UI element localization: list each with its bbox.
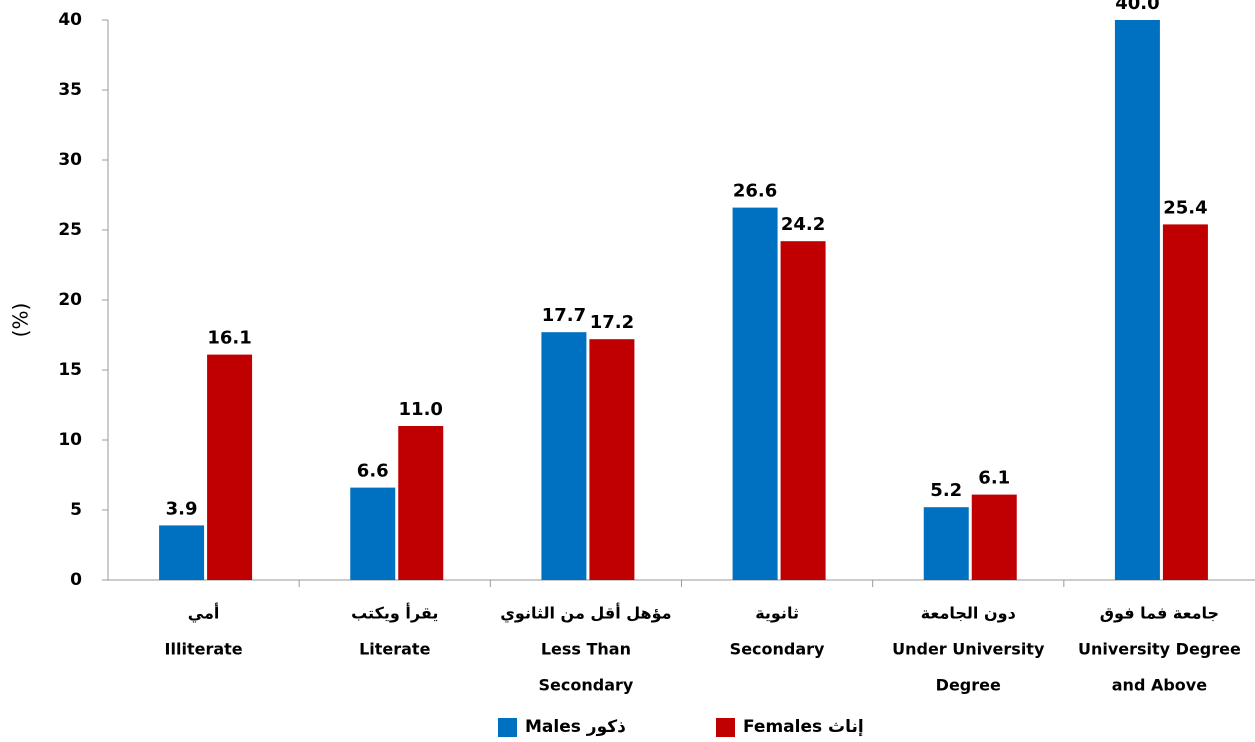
x-tick-label: Degree — [936, 676, 1001, 695]
data-label: 16.1 — [207, 328, 251, 349]
y-tick-label: 25 — [58, 220, 82, 240]
data-label: 11.0 — [399, 399, 443, 420]
bar — [350, 487, 396, 580]
data-label: 17.2 — [590, 312, 634, 333]
y-tick-label: 10 — [58, 430, 82, 450]
x-tick-label: مؤهل أقل من الثانوي — [500, 603, 671, 624]
bar — [780, 241, 826, 580]
y-tick-label: 35 — [58, 80, 82, 100]
x-tick-label: Under University — [892, 640, 1045, 659]
y-tick-label: 15 — [58, 360, 82, 380]
x-tick-label: جامعة فما فوق — [1100, 604, 1219, 623]
legend-swatch — [498, 718, 517, 737]
y-tick-label: 40 — [58, 10, 82, 30]
bar — [1162, 224, 1208, 580]
y-tick-label: 20 — [58, 290, 82, 310]
bar — [541, 332, 587, 580]
y-tick-label: 30 — [58, 150, 82, 170]
data-label: 6.6 — [357, 461, 389, 482]
x-tick-label: and Above — [1112, 676, 1207, 695]
y-tick-label: 5 — [70, 500, 82, 520]
y-axis-label: (%) — [9, 303, 33, 338]
x-tick-label: Less Than — [541, 640, 631, 659]
bar — [159, 525, 205, 580]
data-label: 26.6 — [733, 181, 777, 202]
data-label: 5.2 — [930, 480, 962, 501]
x-tick-label: دون الجامعة — [921, 604, 1016, 623]
legend-swatch — [716, 718, 735, 737]
y-tick-label: 0 — [70, 570, 82, 590]
x-tick-label: أمي — [188, 603, 220, 624]
data-label: 25.4 — [1163, 197, 1207, 218]
x-tick-label: Literate — [359, 640, 431, 659]
data-label: 6.1 — [978, 468, 1010, 489]
bar — [1114, 20, 1160, 580]
x-tick-label: ثانوية — [755, 604, 799, 623]
bar — [923, 507, 969, 580]
bar — [207, 354, 253, 580]
x-tick-label: University Degree — [1078, 640, 1241, 659]
x-tick-label: Illiterate — [165, 640, 243, 659]
x-tick-label: يقرأ ويكتب — [351, 603, 438, 623]
x-tick-label: Secondary — [730, 640, 825, 659]
data-label: 17.7 — [542, 305, 586, 326]
x-tick-label: Secondary — [539, 676, 634, 695]
legend-label: Females إناث — [743, 717, 864, 737]
bar — [398, 426, 444, 580]
bar — [971, 494, 1017, 580]
bar — [589, 339, 635, 580]
legend-label: Males ذكور — [525, 717, 626, 737]
bar — [732, 207, 778, 580]
data-label: 40.0 — [1115, 0, 1159, 14]
data-label: 3.9 — [166, 498, 198, 519]
data-label: 24.2 — [781, 214, 825, 235]
